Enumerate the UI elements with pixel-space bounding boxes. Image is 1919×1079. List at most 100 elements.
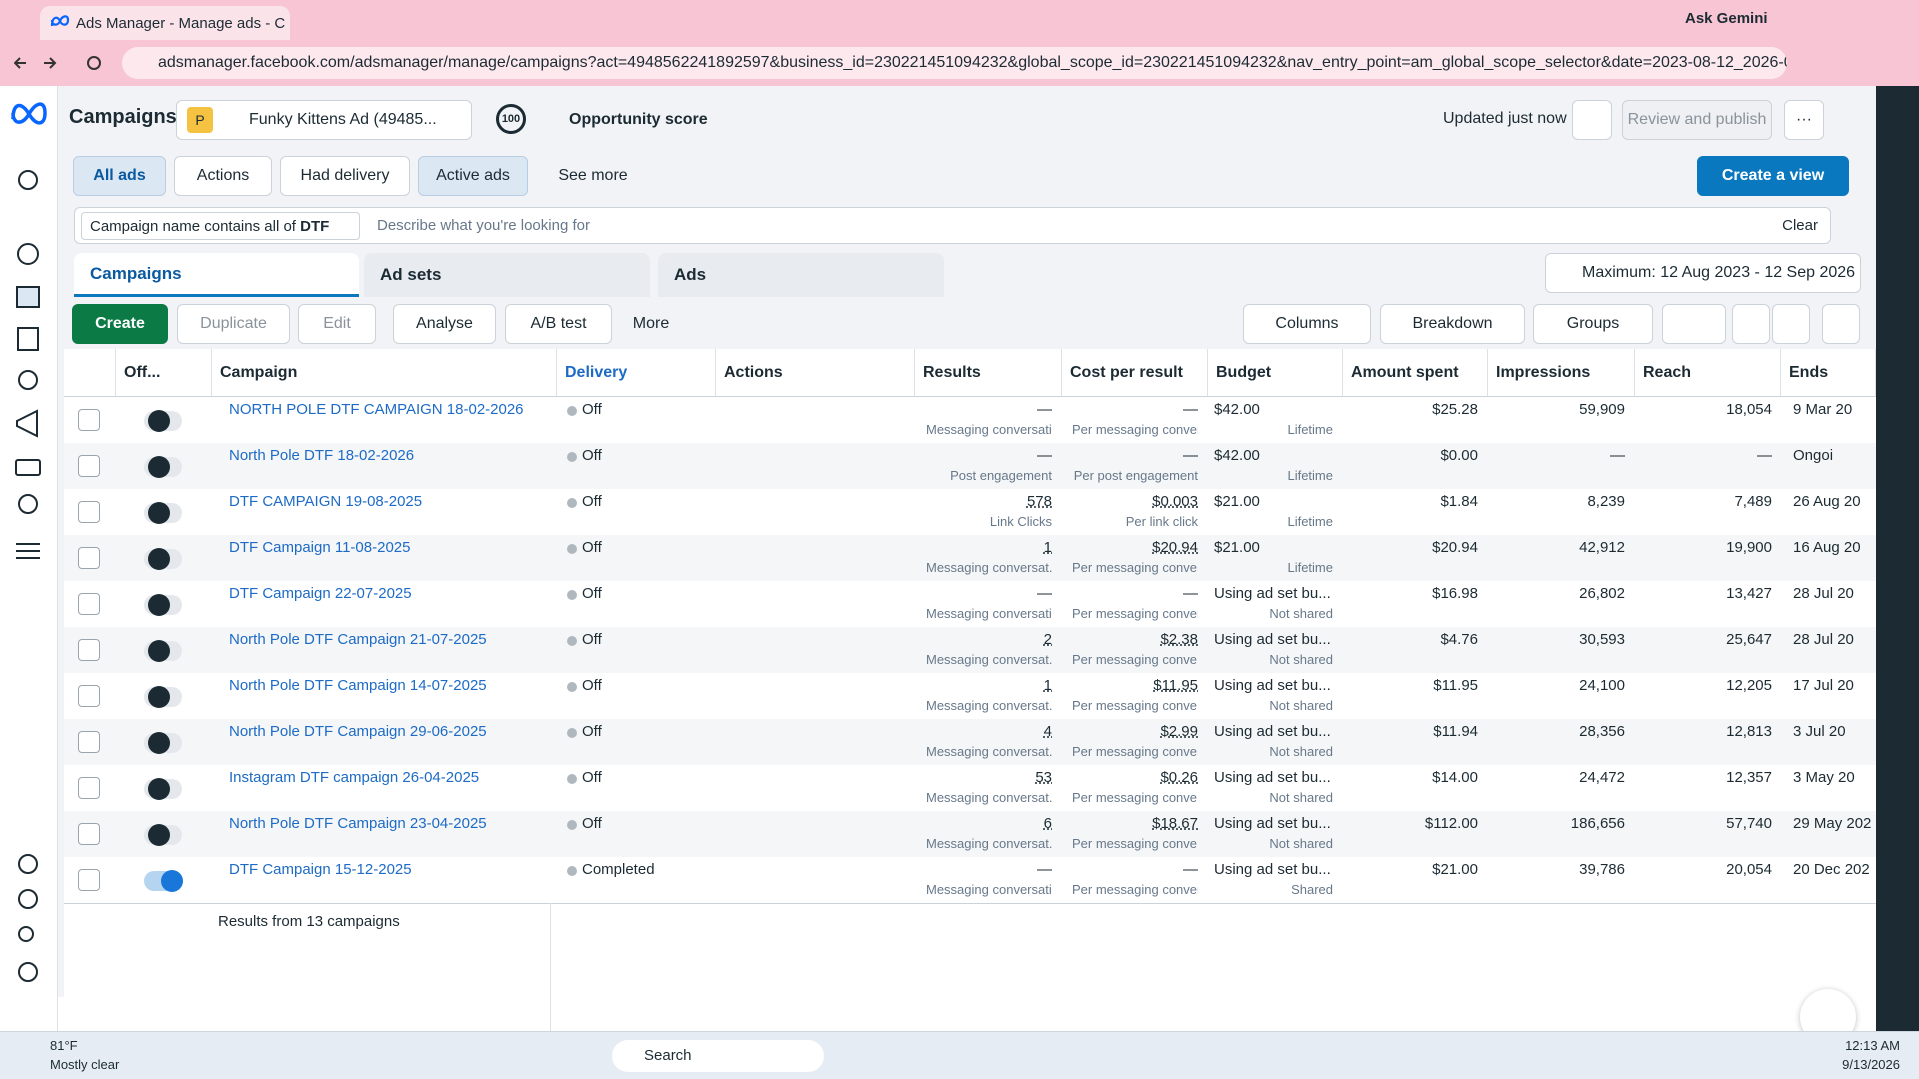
icon-button[interactable] [1772, 304, 1810, 344]
row-checkbox[interactable] [78, 501, 100, 523]
cell-campaign[interactable]: North Pole DTF Campaign 23-04-2025 [229, 815, 487, 832]
more-menu[interactable]: ··· [1784, 100, 1824, 140]
column-header[interactable]: Off... [116, 349, 212, 397]
filter-button[interactable]: Had delivery [280, 156, 410, 196]
toolbar-button[interactable]: More [632, 315, 670, 332]
table-row[interactable]: DTF Campaign 15-12-2025 Completed — Messagi… [64, 857, 1876, 903]
cell-cost: $20.94 [1152, 539, 1198, 556]
table-row[interactable]: North Pole DTF Campaign 23-04-2025 Off 6 Me… [64, 811, 1876, 857]
row-checkbox[interactable] [78, 685, 100, 707]
filter-button[interactable]: See more [558, 167, 628, 184]
row-checkbox[interactable] [78, 593, 100, 615]
delivery-toggle[interactable] [144, 502, 182, 524]
toolbar-button[interactable]: Breakdown [1380, 304, 1525, 344]
cell-campaign[interactable]: Instagram DTF campaign 26-04-2025 [229, 769, 480, 786]
table-row[interactable]: North Pole DTF 18-02-2026 Off — Post engage… [64, 443, 1876, 489]
delivery-toggle[interactable] [144, 870, 183, 892]
row-checkbox[interactable] [78, 547, 100, 569]
table-row[interactable]: North Pole DTF Campaign 29-06-2025 Off 4 Me… [64, 719, 1876, 765]
cell-campaign[interactable]: NORTH POLE DTF CAMPAIGN 18-02-2026 [229, 401, 524, 418]
cell-campaign[interactable]: North Pole DTF Campaign 14-07-2025 [229, 677, 487, 694]
status-dot [567, 774, 577, 784]
address-bar[interactable]: adsmanager.facebook.com/adsmanager/manag… [122, 47, 1787, 79]
cell-reach: 12,205 [1726, 677, 1772, 694]
toolbar-button[interactable]: Analyse [393, 304, 496, 344]
cell-campaign[interactable]: North Pole DTF Campaign 21-07-2025 [229, 631, 487, 648]
cell-campaign[interactable]: DTF Campaign 15-12-2025 [229, 861, 412, 878]
filter-button[interactable]: All ads [73, 156, 166, 196]
level-tab[interactable]: Ad sets [364, 253, 650, 297]
column-header[interactable]: Reach [1635, 349, 1781, 397]
search-bar[interactable]: Campaign name contains all of DTF Descri… [74, 207, 1831, 244]
cell-impressions: 39,786 [1579, 861, 1625, 878]
table-row[interactable]: Instagram DTF campaign 26-04-2025 Off 53 Me… [64, 765, 1876, 811]
delivery-toggle[interactable] [144, 686, 182, 708]
cell-cost: — [1183, 861, 1198, 878]
row-checkbox[interactable] [78, 731, 100, 753]
status-dot [567, 636, 577, 646]
gemini-button[interactable]: Ask Gemini [1685, 10, 1768, 27]
toolbar-button[interactable]: Duplicate [177, 304, 290, 344]
cell-cost: $11.95 [1153, 677, 1198, 694]
column-header[interactable]: Ends [1781, 349, 1876, 397]
table-row[interactable]: DTF Campaign 22-07-2025 Off — Messaging con… [64, 581, 1876, 627]
account-selector[interactable]: P Funky Kittens Ad (49485... [176, 100, 472, 140]
cell-ends: 3 Jul 20 [1793, 723, 1846, 740]
filter-button[interactable]: Active ads [418, 156, 528, 196]
column-header[interactable]: Delivery [557, 349, 716, 397]
date-range[interactable]: Maximum: 12 Aug 2023 - 12 Sep 2026 [1545, 253, 1861, 293]
delivery-toggle[interactable] [144, 548, 182, 570]
row-checkbox[interactable] [78, 869, 100, 891]
icon-button[interactable] [1662, 304, 1726, 344]
column-header[interactable]: Actions [716, 349, 915, 397]
toolbar-button[interactable]: Columns [1243, 304, 1371, 344]
delivery-toggle[interactable] [144, 410, 182, 432]
toolbar-button[interactable]: Edit [298, 304, 376, 344]
create-view[interactable]: Create a view [1697, 156, 1849, 196]
toolbar-button[interactable]: A/B test [505, 304, 612, 344]
column-header[interactable]: Budget [1208, 349, 1343, 397]
row-checkbox[interactable] [78, 823, 100, 845]
row-checkbox[interactable] [78, 777, 100, 799]
cell-delivery: Off [582, 677, 602, 694]
table-row[interactable]: North Pole DTF Campaign 14-07-2025 Off 1 Me… [64, 673, 1876, 719]
delivery-toggle[interactable] [144, 824, 182, 846]
opportunity-score[interactable]: Opportunity score [569, 111, 708, 128]
column-header[interactable]: Amount spent [1343, 349, 1488, 397]
table-row[interactable]: North Pole DTF Campaign 21-07-2025 Off 2 Me… [64, 627, 1876, 673]
browser-tab[interactable]: Ads Manager - Manage ads - C [40, 6, 290, 40]
cell-campaign[interactable]: North Pole DTF 18-02-2026 [229, 447, 415, 464]
row-checkbox[interactable] [78, 409, 100, 431]
table-row[interactable]: DTF CAMPAIGN 19-08-2025 Off 578 Link Clicks… [64, 489, 1876, 535]
column-header[interactable]: Cost per result [1062, 349, 1208, 397]
clear-button[interactable]: Clear [1782, 217, 1818, 234]
level-tab[interactable]: Ads [658, 253, 944, 297]
table-row[interactable]: DTF Campaign 11-08-2025 Off 1 Messaging con… [64, 535, 1876, 581]
row-checkbox[interactable] [78, 455, 100, 477]
filter-button[interactable]: Actions [174, 156, 272, 196]
delivery-toggle[interactable] [144, 778, 182, 800]
icon-button[interactable] [1732, 304, 1770, 344]
level-tab[interactable]: Campaigns [74, 253, 359, 297]
delivery-toggle[interactable] [144, 594, 182, 616]
cell-campaign[interactable]: DTF Campaign 22-07-2025 [229, 585, 412, 602]
cell-campaign[interactable]: DTF Campaign 11-08-2025 [229, 539, 411, 556]
delivery-toggle[interactable] [144, 456, 182, 478]
column-header[interactable]: Impressions [1488, 349, 1635, 397]
column-header[interactable]: Campaign [212, 349, 557, 397]
delivery-toggle[interactable] [144, 732, 182, 754]
taskbar-search[interactable]: Search [612, 1040, 824, 1072]
column-header[interactable]: Results [915, 349, 1062, 397]
icon-button[interactable] [1822, 304, 1860, 344]
refresh-button[interactable] [1572, 100, 1612, 140]
toolbar-button[interactable]: Create [72, 304, 168, 344]
cell-campaign[interactable]: DTF CAMPAIGN 19-08-2025 [229, 493, 423, 510]
toolbar-button[interactable]: Groups [1533, 304, 1653, 344]
delivery-toggle[interactable] [144, 640, 182, 662]
row-checkbox[interactable] [78, 639, 100, 661]
toggle-knob [161, 870, 183, 892]
cell-campaign[interactable]: North Pole DTF Campaign 29-06-2025 [229, 723, 487, 740]
review-publish[interactable]: Review and publish [1622, 100, 1772, 140]
table-row[interactable]: NORTH POLE DTF CAMPAIGN 18-02-2026 Off — Me… [64, 397, 1876, 443]
status-dot [567, 590, 577, 600]
